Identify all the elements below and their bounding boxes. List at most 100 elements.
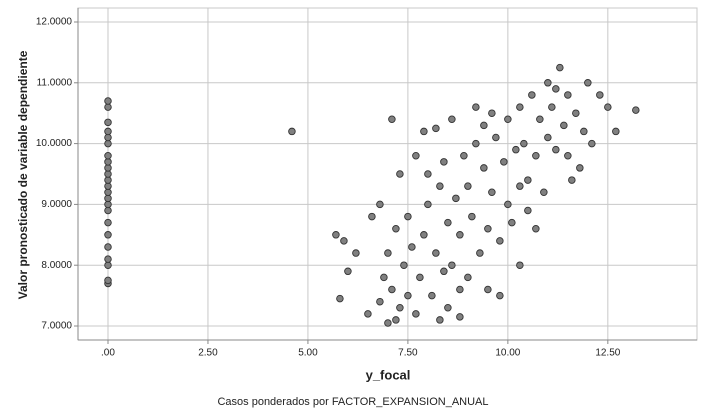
point bbox=[352, 249, 360, 257]
points bbox=[104, 63, 640, 327]
point bbox=[412, 152, 420, 160]
point bbox=[404, 291, 412, 300]
point bbox=[588, 139, 596, 148]
point bbox=[532, 152, 540, 160]
point bbox=[424, 170, 432, 178]
point bbox=[420, 231, 428, 239]
point bbox=[396, 170, 404, 178]
point bbox=[104, 97, 112, 105]
y-tick-label: 7.0000 bbox=[41, 321, 72, 332]
x-tick-label: 12.50 bbox=[595, 348, 620, 359]
point bbox=[432, 124, 440, 133]
point bbox=[380, 273, 388, 282]
point bbox=[440, 267, 448, 276]
point bbox=[532, 224, 540, 233]
point bbox=[424, 200, 432, 209]
point bbox=[104, 206, 112, 215]
point bbox=[476, 249, 484, 257]
point bbox=[540, 188, 548, 196]
point bbox=[104, 170, 112, 178]
point bbox=[104, 261, 112, 269]
point bbox=[104, 103, 112, 111]
point bbox=[560, 121, 568, 130]
point bbox=[104, 243, 112, 251]
point bbox=[584, 79, 592, 87]
point bbox=[104, 218, 112, 227]
point bbox=[392, 316, 400, 324]
point bbox=[104, 118, 112, 127]
point bbox=[104, 182, 112, 190]
point bbox=[464, 182, 472, 190]
x-tick-label: 7.50 bbox=[398, 348, 418, 359]
x-axis-label: y_focal bbox=[366, 367, 411, 382]
point bbox=[500, 158, 508, 166]
point bbox=[404, 212, 412, 221]
point bbox=[436, 316, 444, 324]
point bbox=[516, 103, 524, 111]
point bbox=[388, 285, 396, 294]
point bbox=[456, 313, 464, 321]
point bbox=[340, 237, 348, 245]
point bbox=[104, 127, 112, 136]
point bbox=[504, 200, 512, 209]
point bbox=[428, 291, 436, 300]
y-tick-label: 10.0000 bbox=[36, 138, 73, 149]
point bbox=[436, 182, 444, 190]
point bbox=[456, 231, 464, 239]
point bbox=[580, 127, 588, 136]
point bbox=[552, 145, 560, 154]
point bbox=[104, 164, 112, 172]
y-tick-label: 11.0000 bbox=[37, 77, 73, 88]
point bbox=[388, 115, 396, 124]
point bbox=[604, 103, 612, 111]
point bbox=[104, 188, 112, 196]
point bbox=[408, 243, 416, 251]
point bbox=[440, 158, 448, 166]
point bbox=[104, 152, 112, 160]
point bbox=[456, 285, 464, 294]
point bbox=[104, 200, 112, 209]
point bbox=[448, 115, 456, 124]
point bbox=[524, 176, 532, 184]
point bbox=[416, 273, 424, 282]
y-tick-label: 12.0000 bbox=[36, 17, 73, 28]
point bbox=[552, 85, 560, 93]
point bbox=[376, 297, 384, 306]
point bbox=[576, 164, 584, 172]
point bbox=[536, 115, 544, 124]
point bbox=[612, 127, 620, 136]
point bbox=[504, 115, 512, 124]
point bbox=[568, 176, 576, 184]
point bbox=[104, 158, 112, 166]
point bbox=[400, 261, 408, 269]
y-tick-label: 8.0000 bbox=[41, 260, 72, 271]
labels: .00 2.50 5.00 7.50 10.00 12.50 7.0000 8.0000 9.0… bbox=[36, 17, 621, 359]
point bbox=[392, 224, 400, 233]
point bbox=[104, 255, 112, 263]
x-tick-label: 5.00 bbox=[298, 348, 318, 359]
point bbox=[572, 109, 580, 117]
point bbox=[564, 91, 572, 99]
point bbox=[524, 206, 532, 215]
point bbox=[460, 152, 468, 160]
point bbox=[448, 261, 456, 269]
y-tick-label: 9.0000 bbox=[41, 199, 72, 210]
point bbox=[384, 319, 392, 327]
point bbox=[564, 152, 572, 160]
x-tick-label: 2.50 bbox=[198, 348, 218, 359]
point bbox=[104, 133, 112, 142]
point bbox=[444, 218, 452, 227]
point bbox=[104, 276, 112, 285]
point bbox=[344, 267, 352, 276]
point bbox=[104, 231, 112, 239]
point bbox=[364, 310, 372, 318]
point bbox=[528, 91, 536, 99]
point bbox=[444, 304, 452, 312]
point bbox=[396, 304, 404, 312]
point bbox=[516, 182, 524, 190]
point bbox=[384, 249, 392, 257]
point bbox=[516, 261, 524, 269]
point bbox=[104, 194, 112, 203]
